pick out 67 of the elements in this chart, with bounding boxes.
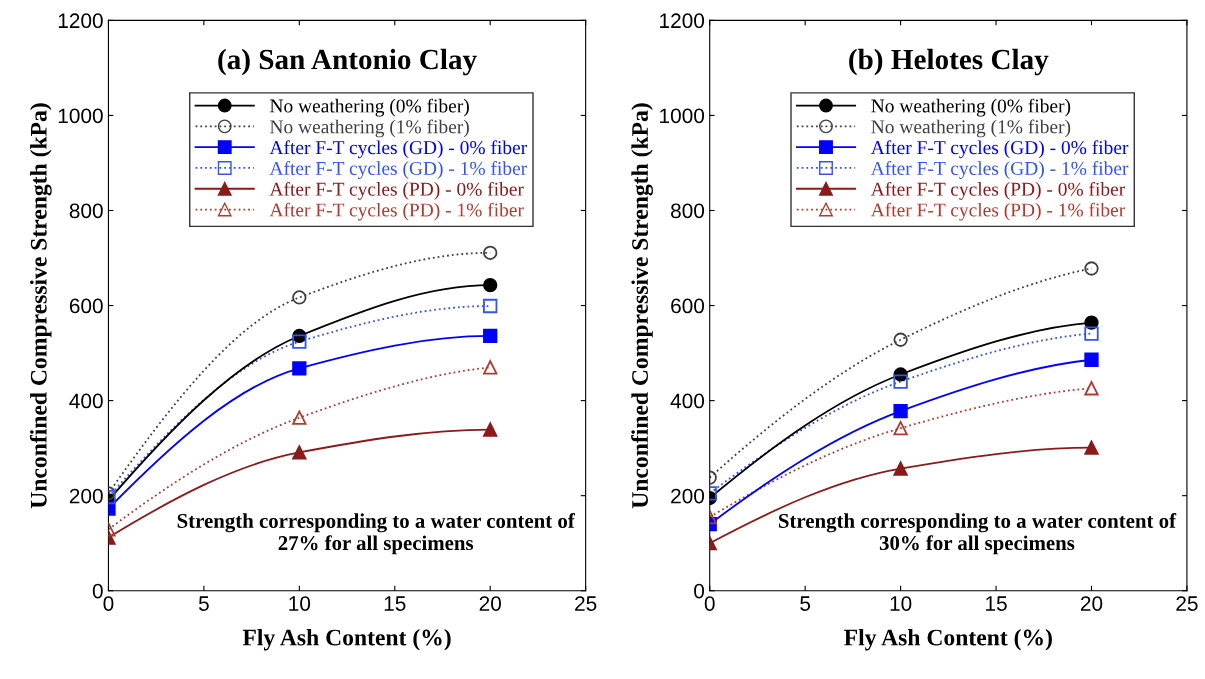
y-tick-label: 1000: [660, 108, 705, 124]
y-tick-label: 400: [69, 393, 103, 409]
x-tick-label: 15: [384, 596, 406, 611]
legend-label: No weathering (1% fiber): [871, 119, 1071, 138]
y-tick-label: 400: [670, 393, 705, 409]
y-tick-label: 800: [671, 203, 705, 219]
annotation: Strength corresponding to a water content of 27% for all specimens: [177, 513, 575, 555]
point: [893, 403, 908, 419]
point: [893, 421, 908, 436]
point: [292, 410, 307, 425]
point: [893, 374, 908, 389]
x-axis-title: Fly Ash Content (%): [242, 628, 451, 651]
x-axis-title: Fly Ash Content (%): [844, 628, 1052, 651]
y-tick-label: 1200: [58, 13, 103, 29]
y-tick-label: 0: [694, 583, 705, 599]
y-tick-label: 1000: [58, 108, 103, 124]
text: (a) San Antonio Clay: [218, 48, 477, 76]
point: [292, 290, 307, 305]
point: [483, 422, 498, 437]
point: [1084, 352, 1099, 367]
point: [483, 298, 498, 314]
point: [292, 445, 307, 460]
x-tick-label: 10: [289, 596, 311, 611]
legend-label: After F-T cycles (GD) - 0% fiber: [870, 140, 1129, 159]
point: [292, 361, 307, 376]
legend-label: After F-T cycles (GD) - 1% fiber: [269, 161, 528, 179]
legend-label: After F-T cycles (GD) - 0% fiber: [269, 140, 528, 159]
y-tick-label: 200: [671, 488, 705, 504]
y-tick-label: 600: [671, 298, 705, 314]
legend-label: After F-T cycles (PD) - 1% fiber: [269, 202, 524, 221]
point: [1084, 326, 1099, 341]
point: [1084, 440, 1099, 455]
point: [1084, 261, 1099, 276]
point: [483, 360, 498, 375]
annotation: Strength corresponding to a water content of 30% for all specimens: [778, 513, 1177, 555]
x-tick-label: 0: [704, 596, 715, 611]
legend-label: No weathering (0% fiber): [270, 98, 469, 117]
point: [893, 461, 908, 476]
point: [292, 334, 307, 349]
x-tick-label: 25: [1176, 596, 1198, 611]
legend-label: After F-T cycles (GD) - 1% fiber: [870, 161, 1129, 179]
point: [483, 328, 498, 344]
x-tick-label: 20: [1080, 596, 1103, 611]
y-tick-label: 1200: [660, 13, 705, 29]
x-tick-label: 5: [198, 596, 209, 611]
y-axis-title: Unconfined Compressive Strength (kPa): [29, 103, 52, 509]
y-axis-title: Unconfined Compressive Strength (kPa): [631, 103, 653, 509]
x-tick-label: 0: [103, 596, 114, 611]
x-tick-label: 5: [800, 596, 811, 611]
y-tick-label: 800: [69, 203, 103, 219]
legend-label: After F-T cycles (PD) - 0% fiber: [269, 181, 524, 200]
x-tick-label: 10: [890, 596, 912, 611]
x-tick-label: 15: [986, 596, 1007, 611]
y-tick-label: 200: [69, 488, 103, 504]
x-tick-label: 20: [479, 596, 501, 611]
point: [1084, 381, 1099, 396]
legend-label: After F-T cycles (PD) - 0% fiber: [870, 181, 1126, 200]
x-tick-label: 25: [575, 596, 597, 611]
point: [483, 277, 498, 293]
text: (b) Helotes Clay: [849, 48, 1049, 76]
point: [483, 245, 498, 260]
legend-label: No weathering (0% fiber): [871, 98, 1071, 117]
y-tick-label: 600: [69, 298, 103, 314]
legend-label: After F-T cycles (PD) - 1% fiber: [870, 202, 1126, 221]
point: [893, 332, 908, 347]
y-tick-label: 0: [92, 583, 103, 599]
legend-label: No weathering (1% fiber): [270, 119, 469, 138]
